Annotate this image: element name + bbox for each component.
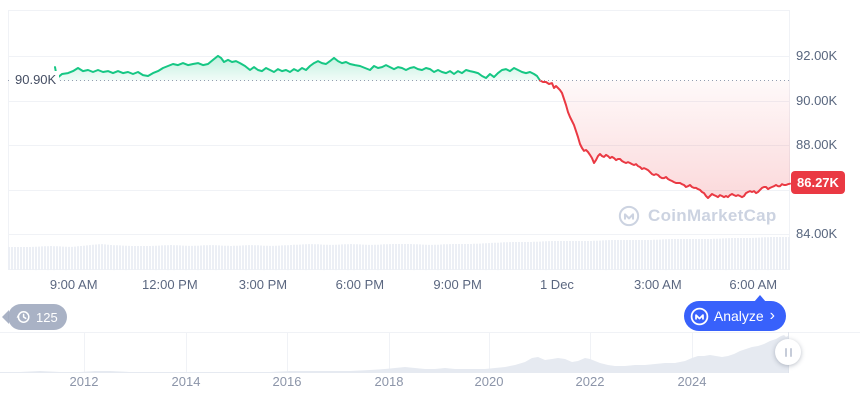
y-axis-tick: 92.00K [796,47,838,63]
year-tick: 2016 [272,374,302,389]
coinmarketcap-logo-icon [690,307,709,325]
watermark: CoinMarketCap [618,203,777,229]
x-axis-tick: 3:00 PM [238,277,288,292]
history-count: 125 [36,309,58,325]
chevron-right-icon: › [769,307,775,324]
x-axis-tick: 6:00 PM [335,277,385,292]
x-axis-tick: 9:00 AM [49,277,98,292]
current-price-badge: 86.27K [791,170,845,194]
history-badge[interactable]: 125 [8,304,67,330]
drag-handle-icon [784,347,787,357]
x-axis-tick: 3:00 AM [633,277,682,292]
year-tick: 2020 [474,374,504,389]
x-axis-tick: 12:00 PM [142,277,198,292]
drag-handle-icon [789,347,792,357]
year-tick: 2018 [374,374,404,389]
analyze-button[interactable]: Analyze › [683,295,786,331]
analyze-label: Analyze [713,308,764,324]
year-tick: 2024 [677,374,707,389]
coinmarketcap-logo-icon [618,205,640,227]
x-axis-tick: 9:00 PM [433,277,482,292]
y-axis-tick: 84.00K [796,226,838,242]
y-axis-tick: 90.00K [796,92,838,108]
x-axis-tick: 6:00 AM [729,277,778,292]
year-tick: 2012 [69,374,99,389]
timeline-drag-handle[interactable] [775,339,801,365]
year-tick: 2014 [171,374,201,389]
baseline-price-label: 90.90K [12,71,60,90]
y-axis-tick: 88.00K [796,137,838,153]
history-clock-icon [16,311,30,323]
watermark-label: CoinMarketCap [648,206,777,225]
x-axis-tick: 1 Dec [539,277,574,292]
year-tick: 2022 [575,374,605,389]
